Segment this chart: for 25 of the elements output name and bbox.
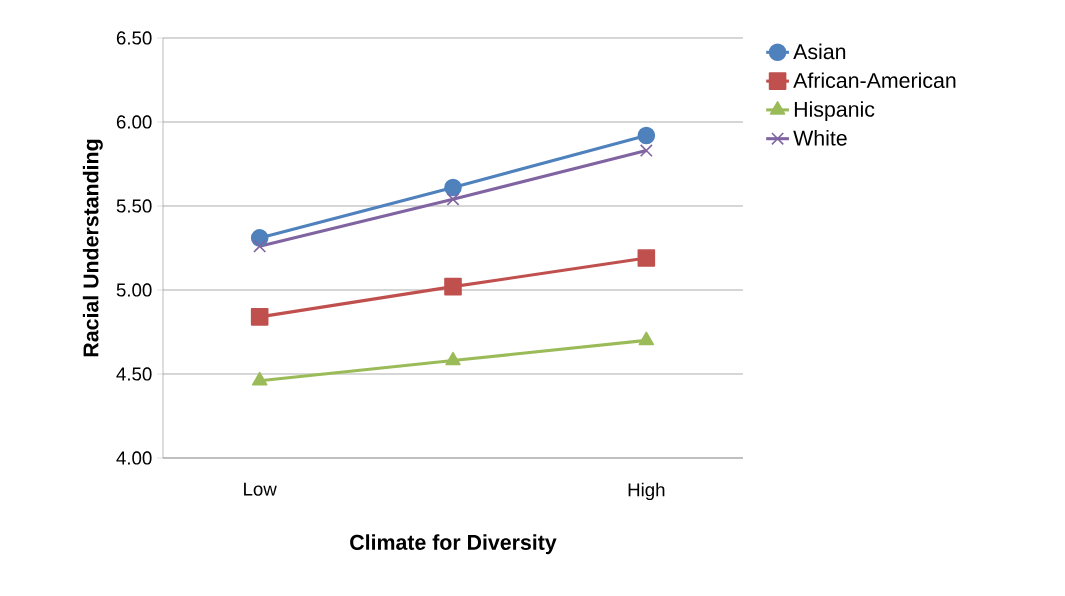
point	[638, 331, 655, 346]
y-tick-label: 5.00	[116, 283, 152, 297]
point	[637, 126, 656, 145]
point	[253, 239, 267, 253]
y-tick-label: 6.50	[116, 31, 152, 45]
legend-label: White	[793, 129, 847, 146]
y-tick-label: 6.00	[116, 115, 152, 129]
legend-label: Asian	[793, 43, 846, 60]
point	[639, 144, 653, 158]
point	[444, 178, 462, 197]
point	[444, 277, 462, 296]
x-tick-label: High	[628, 482, 665, 501]
x-axis-title: Climate for Diversity	[350, 534, 557, 555]
y-tick-label: 4.50	[116, 367, 152, 381]
point	[250, 308, 269, 326]
y-tick-label: 5.50	[116, 199, 152, 213]
legend-label: African-American	[793, 72, 956, 89]
point	[251, 371, 268, 386]
y-tick-label: 4.00	[116, 451, 152, 465]
point	[446, 192, 460, 206]
point	[637, 249, 656, 267]
point	[445, 351, 461, 366]
x-tick-label: Low	[244, 482, 277, 496]
y-axis-title: Racial Understanding	[82, 139, 103, 357]
legend-label: Hispanic	[794, 101, 875, 122]
